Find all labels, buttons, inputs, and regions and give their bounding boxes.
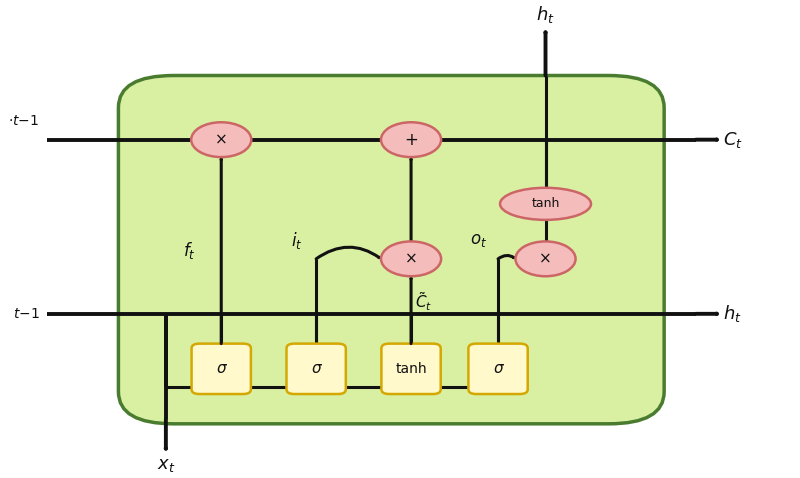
FancyBboxPatch shape <box>469 344 528 394</box>
Circle shape <box>381 241 441 276</box>
Text: $C_t$: $C_t$ <box>723 130 743 150</box>
Text: $x_t$: $x_t$ <box>157 456 175 474</box>
Text: $f_t$: $f_t$ <box>183 240 196 261</box>
Text: ×: × <box>539 251 552 266</box>
Circle shape <box>515 241 575 276</box>
Circle shape <box>381 122 441 157</box>
Text: σ: σ <box>311 361 321 376</box>
Text: tanh: tanh <box>395 362 427 376</box>
FancyBboxPatch shape <box>191 344 251 394</box>
Text: +: + <box>404 130 418 149</box>
FancyBboxPatch shape <box>382 344 441 394</box>
Text: $h_t$: $h_t$ <box>536 4 555 25</box>
Text: σ: σ <box>494 361 503 376</box>
Circle shape <box>191 122 251 157</box>
Text: $\cdot t{-}1$: $\cdot t{-}1$ <box>8 114 39 128</box>
Text: tanh: tanh <box>531 197 560 210</box>
Text: σ: σ <box>217 361 226 376</box>
Ellipse shape <box>500 188 591 220</box>
Text: $t{-}1$: $t{-}1$ <box>13 307 39 321</box>
FancyBboxPatch shape <box>286 344 346 394</box>
Text: $h_t$: $h_t$ <box>723 304 742 325</box>
Text: ×: × <box>215 132 228 147</box>
FancyBboxPatch shape <box>118 76 664 424</box>
Text: $\tilde{C}_t$: $\tilde{C}_t$ <box>415 290 432 313</box>
Text: ×: × <box>405 251 418 266</box>
Text: $i_t$: $i_t$ <box>290 230 302 251</box>
Text: $o_t$: $o_t$ <box>470 231 487 250</box>
